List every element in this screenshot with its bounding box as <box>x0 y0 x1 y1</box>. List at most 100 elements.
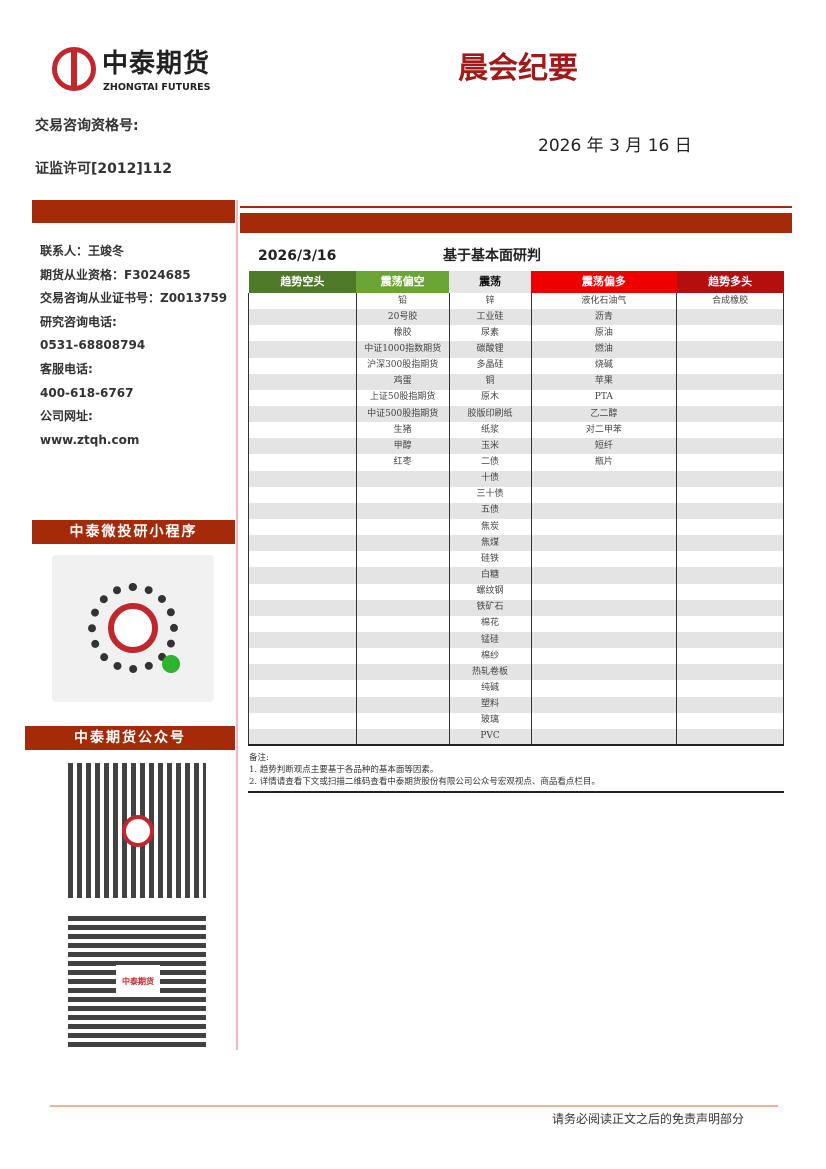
table-cell <box>676 341 784 358</box>
table-cell: 铅 <box>355 293 450 310</box>
table-cell: 碳酸锂 <box>448 341 531 358</box>
table-cell <box>355 680 450 697</box>
official-account-qr-1[interactable] <box>68 763 206 898</box>
table-cell: 铁矿石 <box>448 599 531 616</box>
table-row: 锰硅 <box>248 631 784 649</box>
table-cell <box>248 551 357 568</box>
table-row: 中证500股指期货 胶版印刷纸 乙二醇 <box>248 405 784 423</box>
table-cell <box>530 551 677 568</box>
table-cell <box>248 389 357 406</box>
table-cell <box>248 422 357 439</box>
table-cell <box>676 680 784 697</box>
table-cell <box>355 615 450 632</box>
table-header-row: 趋势空头 震荡偏空 震荡 震荡偏多 趋势多头 <box>248 271 784 293</box>
table-cell <box>248 599 357 616</box>
table-cell <box>530 535 677 552</box>
contact-line: 公司网址: <box>40 409 93 424</box>
table-cell <box>530 648 677 665</box>
qr-center-logo-icon <box>108 603 158 653</box>
table-cell: 锰硅 <box>448 631 531 649</box>
table-cell <box>676 486 784 503</box>
table-cell <box>248 438 357 455</box>
column-header: 趋势空头 <box>248 271 357 293</box>
footer-rule <box>50 1105 778 1107</box>
logo-text: 中泰期货 <box>102 49 211 79</box>
table-cell: 苹果 <box>530 373 677 390</box>
table-cell: 红枣 <box>355 454 450 471</box>
table-cell <box>676 728 784 746</box>
table-row: 十债 <box>248 470 784 487</box>
table-cell <box>676 405 784 423</box>
table-cell: 燃油 <box>530 341 677 358</box>
contact-line: 客服电话: <box>40 362 93 376</box>
table-cell <box>676 518 784 536</box>
qr-logo-text: 中泰期货 <box>116 965 160 993</box>
table-cell <box>676 712 784 729</box>
table-cell <box>676 615 784 632</box>
table-cell: 铜 <box>448 373 531 390</box>
table-cell: 十债 <box>448 470 531 487</box>
table-cell <box>248 502 357 519</box>
table-cell: 焦炭 <box>448 518 531 536</box>
table-cell <box>676 535 784 552</box>
table-cell <box>676 438 784 455</box>
logo-subtext: ZHONGTAI FUTURES <box>103 82 211 93</box>
table-row: 铅锌液化石油气 合成橡胶 <box>248 293 784 310</box>
table-cell <box>676 454 784 471</box>
table-cell <box>676 567 784 584</box>
table-cell <box>530 502 677 519</box>
table-cell <box>355 583 450 600</box>
table-cell <box>248 309 357 326</box>
table-cell: 热轧卷板 <box>448 664 531 681</box>
column-header: 趋势多头 <box>676 271 784 293</box>
table-row: 螺纹钢 <box>248 583 784 600</box>
table-cell <box>248 518 357 536</box>
table-cell <box>530 518 677 536</box>
table-cell <box>676 631 784 649</box>
table-cell <box>248 631 357 649</box>
table-cell <box>355 631 450 649</box>
table-cell <box>530 712 677 729</box>
table-cell: 尿素 <box>448 325 531 342</box>
table-cell <box>530 696 677 713</box>
table-cell: 焦煤 <box>448 535 531 552</box>
table-row: 橡胶 尿素 原油 <box>248 325 784 342</box>
table-cell <box>248 454 357 471</box>
page-title: 晨会纪要 <box>458 51 578 86</box>
table-cell <box>355 518 450 536</box>
table-row: 焦炭 <box>248 518 784 536</box>
table-cell <box>248 357 357 374</box>
table-cell <box>530 583 677 600</box>
table-cell: 玉米 <box>448 438 531 455</box>
table-cell <box>676 357 784 374</box>
table-cell: 上证50股指期货 <box>355 389 450 406</box>
table-cell: 烧碱 <box>530 357 677 374</box>
table-cell <box>248 583 357 600</box>
table-cell <box>530 631 677 649</box>
table-cell <box>676 502 784 519</box>
table-cell <box>248 535 357 552</box>
table-cell: 中证500股指期货 <box>355 405 450 423</box>
table-cell: 瓶片 <box>530 454 677 471</box>
table-cell: 二债 <box>448 454 531 471</box>
sidebar-divider <box>236 200 238 1050</box>
table-cell <box>355 599 450 616</box>
table-row: 硅铁 <box>248 551 784 568</box>
table-cell <box>530 728 677 746</box>
table-cell: 棉纱 <box>448 648 531 665</box>
mini-program-qr[interactable] <box>52 555 214 702</box>
table-row: 五债 <box>248 502 784 519</box>
table-cell <box>248 615 357 632</box>
table-cell: 玻璃 <box>448 712 531 729</box>
table-cell: 沪深300股指期货 <box>355 357 450 374</box>
table-row: 20号胶 工业硅 沥青 <box>248 309 784 326</box>
table-row: 纯碱 <box>248 680 784 697</box>
table-cell <box>248 405 357 423</box>
contact-line: 400-618-6767 <box>40 385 134 400</box>
table-cell <box>676 551 784 568</box>
table-cell: PTA <box>530 389 677 406</box>
table-cell <box>248 341 357 358</box>
table-cell: 棉花 <box>448 615 531 632</box>
table-cell: 短纤 <box>530 438 677 455</box>
table-date: 2026/3/16 <box>258 248 337 264</box>
